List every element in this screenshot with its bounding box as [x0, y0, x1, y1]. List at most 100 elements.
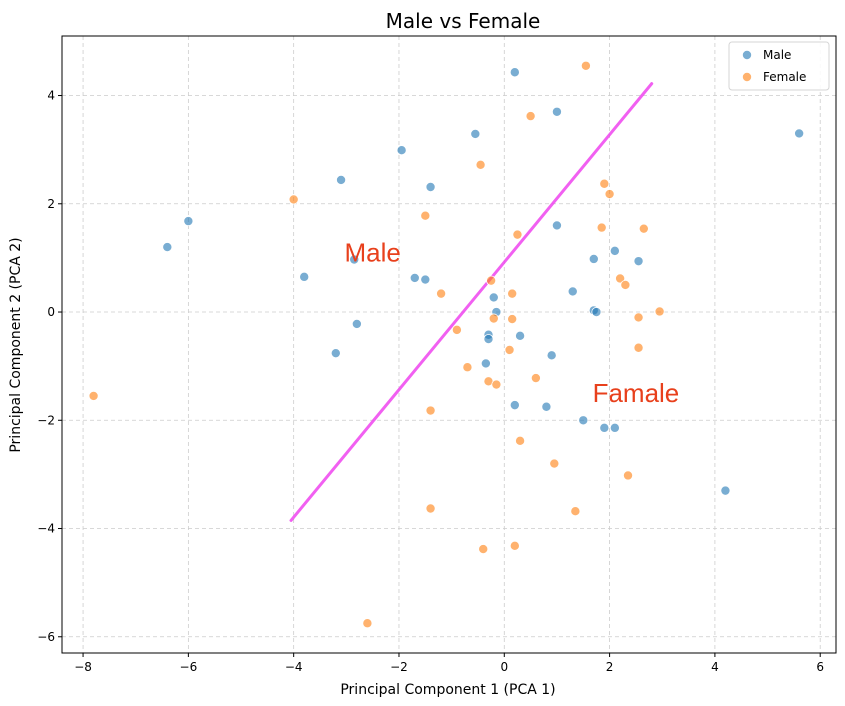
x-tick-label: 4	[711, 660, 719, 674]
male-point	[720, 485, 731, 496]
female-point	[633, 342, 644, 353]
legend-label: Female	[763, 70, 806, 84]
plot-frame	[61, 35, 837, 654]
male-point	[609, 422, 620, 433]
female-point	[504, 344, 515, 355]
female-point	[486, 275, 497, 286]
female-point	[525, 111, 536, 122]
male-point	[349, 254, 360, 265]
male-point	[633, 256, 644, 267]
x-tick-label: −6	[180, 660, 198, 674]
female-point	[488, 313, 499, 324]
female-point	[512, 229, 523, 240]
female-point	[654, 306, 665, 317]
female-point	[507, 314, 518, 325]
legend: Male Female	[728, 41, 830, 91]
chart-title: Male vs Female	[386, 9, 541, 33]
female-point	[623, 470, 634, 481]
female-point	[599, 178, 610, 189]
female-point	[362, 618, 373, 629]
female-point	[596, 222, 607, 233]
male-point	[396, 145, 407, 156]
male-point	[588, 253, 599, 264]
male-point	[551, 220, 562, 231]
male-point	[567, 286, 578, 297]
female-point	[509, 540, 520, 551]
female-point	[491, 379, 502, 390]
female-point	[530, 373, 541, 384]
x-tick-label: −8	[74, 660, 92, 674]
x-tick-label: 0	[500, 660, 508, 674]
separator-line-layer	[289, 82, 654, 522]
female-point	[88, 390, 99, 401]
y-axis-label: Principal Component 2 (PCA 2)	[8, 237, 24, 452]
female-point	[620, 279, 631, 290]
legend-label: Male	[763, 48, 791, 62]
male-point	[351, 318, 362, 329]
male-point	[599, 422, 610, 433]
female-point	[633, 312, 644, 323]
male-point	[480, 358, 491, 369]
male-point	[409, 272, 420, 283]
points-layer	[88, 60, 805, 629]
y-tick-label: 4	[47, 89, 55, 103]
female-point	[638, 223, 649, 234]
female-point	[462, 362, 473, 373]
male-point	[609, 245, 620, 256]
male-point	[509, 67, 520, 78]
female-point	[425, 405, 436, 416]
annotation-label: Male	[344, 237, 400, 267]
male-point	[483, 334, 494, 345]
female-point	[475, 159, 486, 170]
male-point	[470, 128, 481, 139]
x-axis-label: Principal Component 1 (PCA 1)	[340, 682, 555, 698]
x-tick-label: −2	[390, 660, 408, 674]
grid	[62, 36, 836, 653]
male-point	[578, 415, 589, 426]
male-point	[336, 174, 347, 185]
female-point	[451, 324, 462, 335]
y-tick-label: 2	[47, 197, 55, 211]
female-point	[420, 210, 431, 221]
male-point	[183, 216, 194, 227]
female-point	[436, 288, 447, 299]
female-point	[288, 194, 299, 205]
y-tick-label: −4	[37, 522, 55, 536]
male-point	[551, 106, 562, 117]
female-point	[425, 503, 436, 514]
x-tick-label: −4	[285, 660, 303, 674]
female-point	[604, 189, 615, 200]
male-point	[509, 400, 520, 411]
annotation-label: Famale	[593, 378, 680, 408]
male-point	[541, 401, 552, 412]
female-point	[515, 435, 526, 446]
x-tick-label: 6	[816, 660, 824, 674]
legend-marker	[742, 72, 753, 83]
male-point	[162, 242, 173, 253]
ticks: −8 −6 −4 −2 0 2 4 6 −6 −4 −2 0 2 4	[37, 89, 824, 674]
female-point	[507, 288, 518, 299]
male-point	[591, 307, 602, 318]
female-point	[570, 506, 581, 517]
y-tick-label: 0	[47, 305, 55, 319]
male-point	[794, 128, 805, 139]
male-point	[546, 350, 557, 361]
legend-box	[728, 41, 830, 91]
y-tick-label: −2	[37, 413, 55, 427]
male-point	[488, 292, 499, 303]
male-point	[515, 330, 526, 341]
female-point	[549, 458, 560, 469]
legend-marker	[742, 50, 753, 61]
separator-line	[289, 82, 654, 522]
x-tick-label: 2	[606, 660, 614, 674]
female-point	[615, 273, 626, 284]
y-tick-label: −6	[37, 630, 55, 644]
male-point	[299, 271, 310, 282]
male-point	[425, 182, 436, 193]
female-point	[580, 60, 591, 71]
male-point	[330, 348, 341, 359]
female-point	[478, 544, 489, 555]
annotations-layer: Male Famale	[344, 237, 679, 408]
male-point	[420, 274, 431, 285]
